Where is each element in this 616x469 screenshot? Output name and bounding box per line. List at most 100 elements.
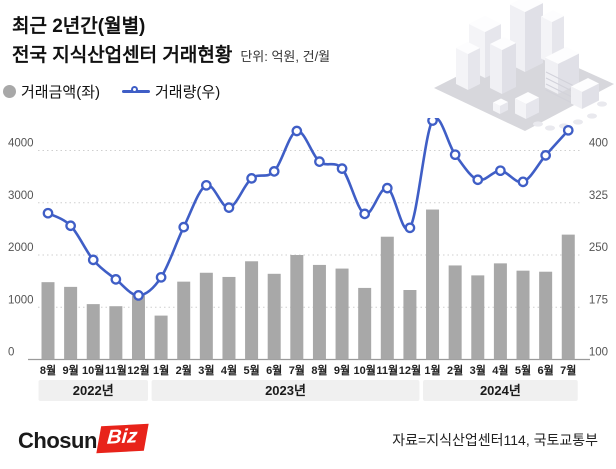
month-label: 5월 [243,363,259,377]
page-title: 최근 2년간(월별) 전국 지식산업센터 거래현황 단위: 억원, 건/월 [12,12,330,71]
bar [154,315,168,360]
car-dot [545,125,555,131]
bar [448,265,462,360]
month-label: 8월 [40,363,56,377]
line-marker [472,174,484,186]
line-marker [268,166,280,177]
chosunbiz-logo: Chosun Biz [18,423,149,459]
month-label: 10월 [82,363,104,377]
month-label: 8월 [311,363,327,377]
month-label: 3월 [470,363,486,377]
line-marker [427,118,438,126]
data-source-text: 자료=지식산업센터114, 국토교통부 [392,432,598,448]
bar-legend-swatch-icon [3,85,16,98]
line-marker [178,221,190,233]
logo-biz-flag: Biz [96,423,149,453]
line-marker [336,163,348,174]
left-axis-tick: 3000 [8,190,34,202]
building-top-face [493,98,508,106]
car-dot [587,113,597,119]
line-marker [381,182,393,194]
chart-svg: 0 100 1000 175 2000 250 3000 325 4000 400 2022년 202… [8,118,608,401]
building-right-face [525,3,543,72]
year-band [38,380,148,401]
month-label: 4월 [221,363,237,377]
right-axis-tick: 250 [589,242,608,254]
bar [109,306,123,360]
month-label: 12월 [399,363,421,377]
bar [86,304,100,360]
building-right-face [468,48,480,90]
line-marker [449,149,461,161]
building-right-face [526,97,539,119]
title-line2: 전국 지식산업센터 거래현황 [12,45,233,67]
line-marker [562,124,574,136]
right-axis-tick: 100 [589,347,608,359]
line-marker [359,208,371,220]
bar [41,282,55,360]
building-top-face [469,16,501,32]
bar [493,263,507,360]
left-axis-tick: 1000 [8,294,34,306]
month-label: 11월 [105,363,127,377]
bar [471,275,485,360]
line-marker [246,173,257,184]
building-left-face [493,102,500,114]
building-right-face [502,43,516,94]
line-marker [223,202,235,213]
building-left-face [456,48,468,90]
legend-item-bar: 거래금액(좌) [3,81,100,102]
building-left-face [571,86,582,109]
line-marker [133,290,144,301]
month-label: 1월 [424,363,440,377]
month-label: 7월 [560,363,576,377]
bar [177,281,191,360]
line-marker [200,179,212,191]
building-left-face [515,98,526,119]
chart-legend: 거래금액(좌) 거래량(우) [3,81,220,102]
line-marker [495,165,506,177]
legend-item-line: 거래량(우) [122,81,220,102]
bar [64,286,78,360]
month-label: 11월 [376,363,398,377]
bar [199,272,213,360]
building-top-face [545,47,579,64]
month-label: 7월 [289,363,305,377]
bar [335,268,349,360]
volume-line [47,118,570,297]
unit-label: 단위: 억원, 건/월 [240,49,331,65]
car-dot [597,101,607,107]
right-axis-tick: 175 [589,294,608,306]
car-dot [533,121,543,127]
building-left-face [490,44,502,94]
month-label: 6월 [538,363,554,377]
title-line1: 최근 2년간(월별) [12,16,146,37]
left-axis-tick: 0 [8,347,14,359]
building-right-face [558,53,579,94]
line-marker [42,207,54,219]
car-dot [573,119,583,125]
bar [131,295,145,360]
building-top-face [515,92,539,104]
bar [539,271,553,360]
line-marker [110,274,122,285]
right-axis-tick: 400 [589,138,608,150]
right-axis-tick: 325 [589,190,608,202]
month-label: 9월 [62,363,78,377]
isometric-city-illustration [434,0,614,131]
bar [290,255,304,360]
line-marker [155,271,167,283]
month-label: 4월 [492,363,508,377]
line-marker [540,150,551,161]
building-top-face [571,78,599,92]
line-marker [314,156,325,167]
bar [312,264,326,360]
line-marker [87,254,99,266]
year-label: 2024년 [480,383,521,398]
month-label: 3월 [198,363,214,377]
month-label: 2월 [447,363,463,377]
bar [403,290,417,360]
bar-legend-label: 거래금액(좌) [21,84,100,101]
year-band [151,380,420,401]
